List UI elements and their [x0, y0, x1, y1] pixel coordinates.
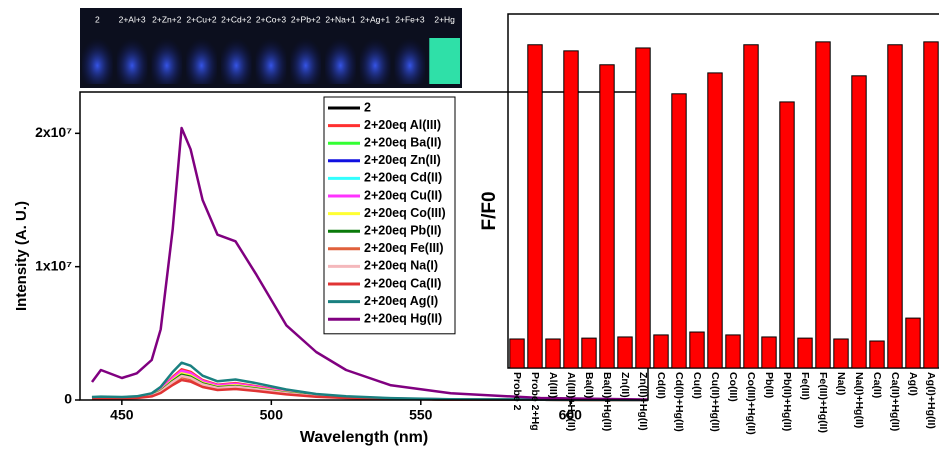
vial: [220, 38, 252, 84]
legend-label: 2+20eq Na(I): [364, 259, 438, 273]
series-line: [90, 126, 649, 401]
y-axis-title: Intensity (A. U.): [13, 201, 30, 311]
bar: [509, 338, 525, 369]
x-tick-label: 600: [559, 407, 583, 423]
vial: [116, 38, 148, 84]
bar: [761, 336, 777, 369]
y-tick-label: 2x10⁷: [35, 124, 72, 140]
bar: [527, 44, 543, 369]
x-tick-label: Cd(II)+Hg(II): [673, 372, 685, 432]
bar: [707, 72, 723, 369]
bar: [833, 338, 849, 369]
x-tick-label: Co(III)+Hg(II): [745, 372, 757, 435]
x-tick-label: Zn(II): [619, 372, 631, 398]
legend-label: 2+20eq Ca(II): [364, 276, 441, 290]
series-line: [91, 369, 649, 402]
legend-label: 2+20eq Cu(II): [364, 188, 442, 202]
y-tick-label: 0: [64, 391, 72, 407]
x-tick-label: 500: [260, 407, 284, 423]
photo-label: 2+Hg: [434, 14, 455, 24]
x-tick-label: 450: [110, 407, 134, 423]
legend-label: 2+20eq Ag(I): [364, 294, 438, 308]
x-tick-label: Al(III)+Hg(II): [565, 372, 577, 431]
x-tick-label: Ca(II): [871, 372, 883, 398]
legend-label: 2+20eq Fe(III): [364, 241, 444, 255]
bar: [617, 336, 633, 369]
x-tick-label: Probe 2: [511, 372, 523, 411]
bar: [869, 340, 885, 369]
bar: [689, 331, 705, 369]
x-tick-label: Pb(II)+Hg(II): [781, 372, 793, 431]
vial: [255, 38, 287, 84]
bar: [887, 44, 903, 369]
vial: [82, 38, 113, 84]
photo-label: 2+Na+1: [325, 14, 356, 24]
photo-label: 2+Cu+2: [186, 14, 217, 24]
bar: [563, 50, 579, 369]
x-tick-label: Ca(II)+Hg(II): [889, 372, 901, 431]
vial: [186, 38, 217, 84]
x-tick-label: 550: [409, 407, 433, 423]
x-axis-title: Wavelength (nm): [300, 429, 428, 446]
x-tick-label: Cu(II)+Hg(II): [709, 372, 721, 432]
vial: [290, 38, 322, 84]
y-tick-label: 1x10⁷: [35, 257, 72, 273]
x-tick-label: Ag(I): [907, 372, 919, 396]
bar: [545, 338, 561, 369]
bar: [581, 337, 597, 369]
bar: [851, 75, 867, 369]
photo-label: 2+Al+3: [119, 14, 146, 24]
legend-label: 2+20eq Pb(II): [364, 223, 441, 237]
x-tick-label: Al(III): [547, 372, 559, 398]
vial: [151, 38, 183, 84]
legend-label: 2+20eq Zn(II): [364, 153, 441, 167]
y-axis-title: F/F0: [479, 191, 500, 230]
photo-label: 2+Zn+2: [152, 14, 182, 24]
x-tick-label: Probe 2+Hg: [529, 372, 541, 431]
bar: [923, 41, 939, 369]
vial: [429, 38, 460, 84]
legend-box: [323, 96, 456, 335]
bar: [635, 47, 651, 369]
photo-label: 2+Co+3: [256, 14, 287, 24]
x-tick-label: Na(I)+Hg(II): [853, 372, 865, 428]
x-tick-label: Fe(III)+Hg(II): [817, 372, 829, 433]
x-tick-label: Cu(II): [691, 372, 703, 399]
bar: [779, 101, 795, 369]
legend-label: 2+20eq Ba(II): [364, 135, 441, 149]
x-tick-label: Na(I): [835, 372, 847, 395]
bar: [653, 334, 669, 369]
bar: [599, 64, 615, 369]
photo-label: 2+Ag+1: [360, 14, 390, 24]
x-tick-label: Fe(III): [799, 372, 811, 400]
x-tick-label: Pb(II): [763, 372, 775, 398]
x-tick-label: Ba(II): [583, 372, 595, 398]
legend-label: 2+20eq Hg(II): [364, 311, 442, 325]
legend-label: 2+20eq Cd(II): [364, 171, 442, 185]
x-tick-label: Ag(I)+Hg(II): [925, 372, 937, 429]
series-line: [91, 361, 649, 402]
bar: [815, 41, 831, 369]
bar: [743, 44, 759, 369]
bar: [671, 93, 687, 369]
bar: [905, 317, 921, 369]
vial: [325, 38, 356, 84]
legend-label: 2+20eq Al(III): [364, 118, 441, 132]
vial: [394, 38, 426, 84]
x-tick-label: Ba(II)+Hg(II): [601, 372, 613, 431]
photo-label: 2+Fe+3: [395, 14, 425, 24]
photo-label: 2+Pb+2: [291, 14, 321, 24]
photo-label: 2: [95, 14, 100, 24]
legend-label: 2+20eq Co(III): [364, 206, 446, 220]
photo-label: 2+Cd+2: [221, 14, 252, 24]
vial: [359, 38, 391, 84]
x-tick-label: Co(III): [727, 372, 739, 402]
x-tick-label: Cd(II): [655, 372, 667, 399]
bar: [797, 337, 813, 369]
x-tick-label: Zn(II)+Hg(II): [637, 372, 649, 431]
bar: [725, 334, 741, 369]
legend-label: 2: [364, 100, 371, 114]
